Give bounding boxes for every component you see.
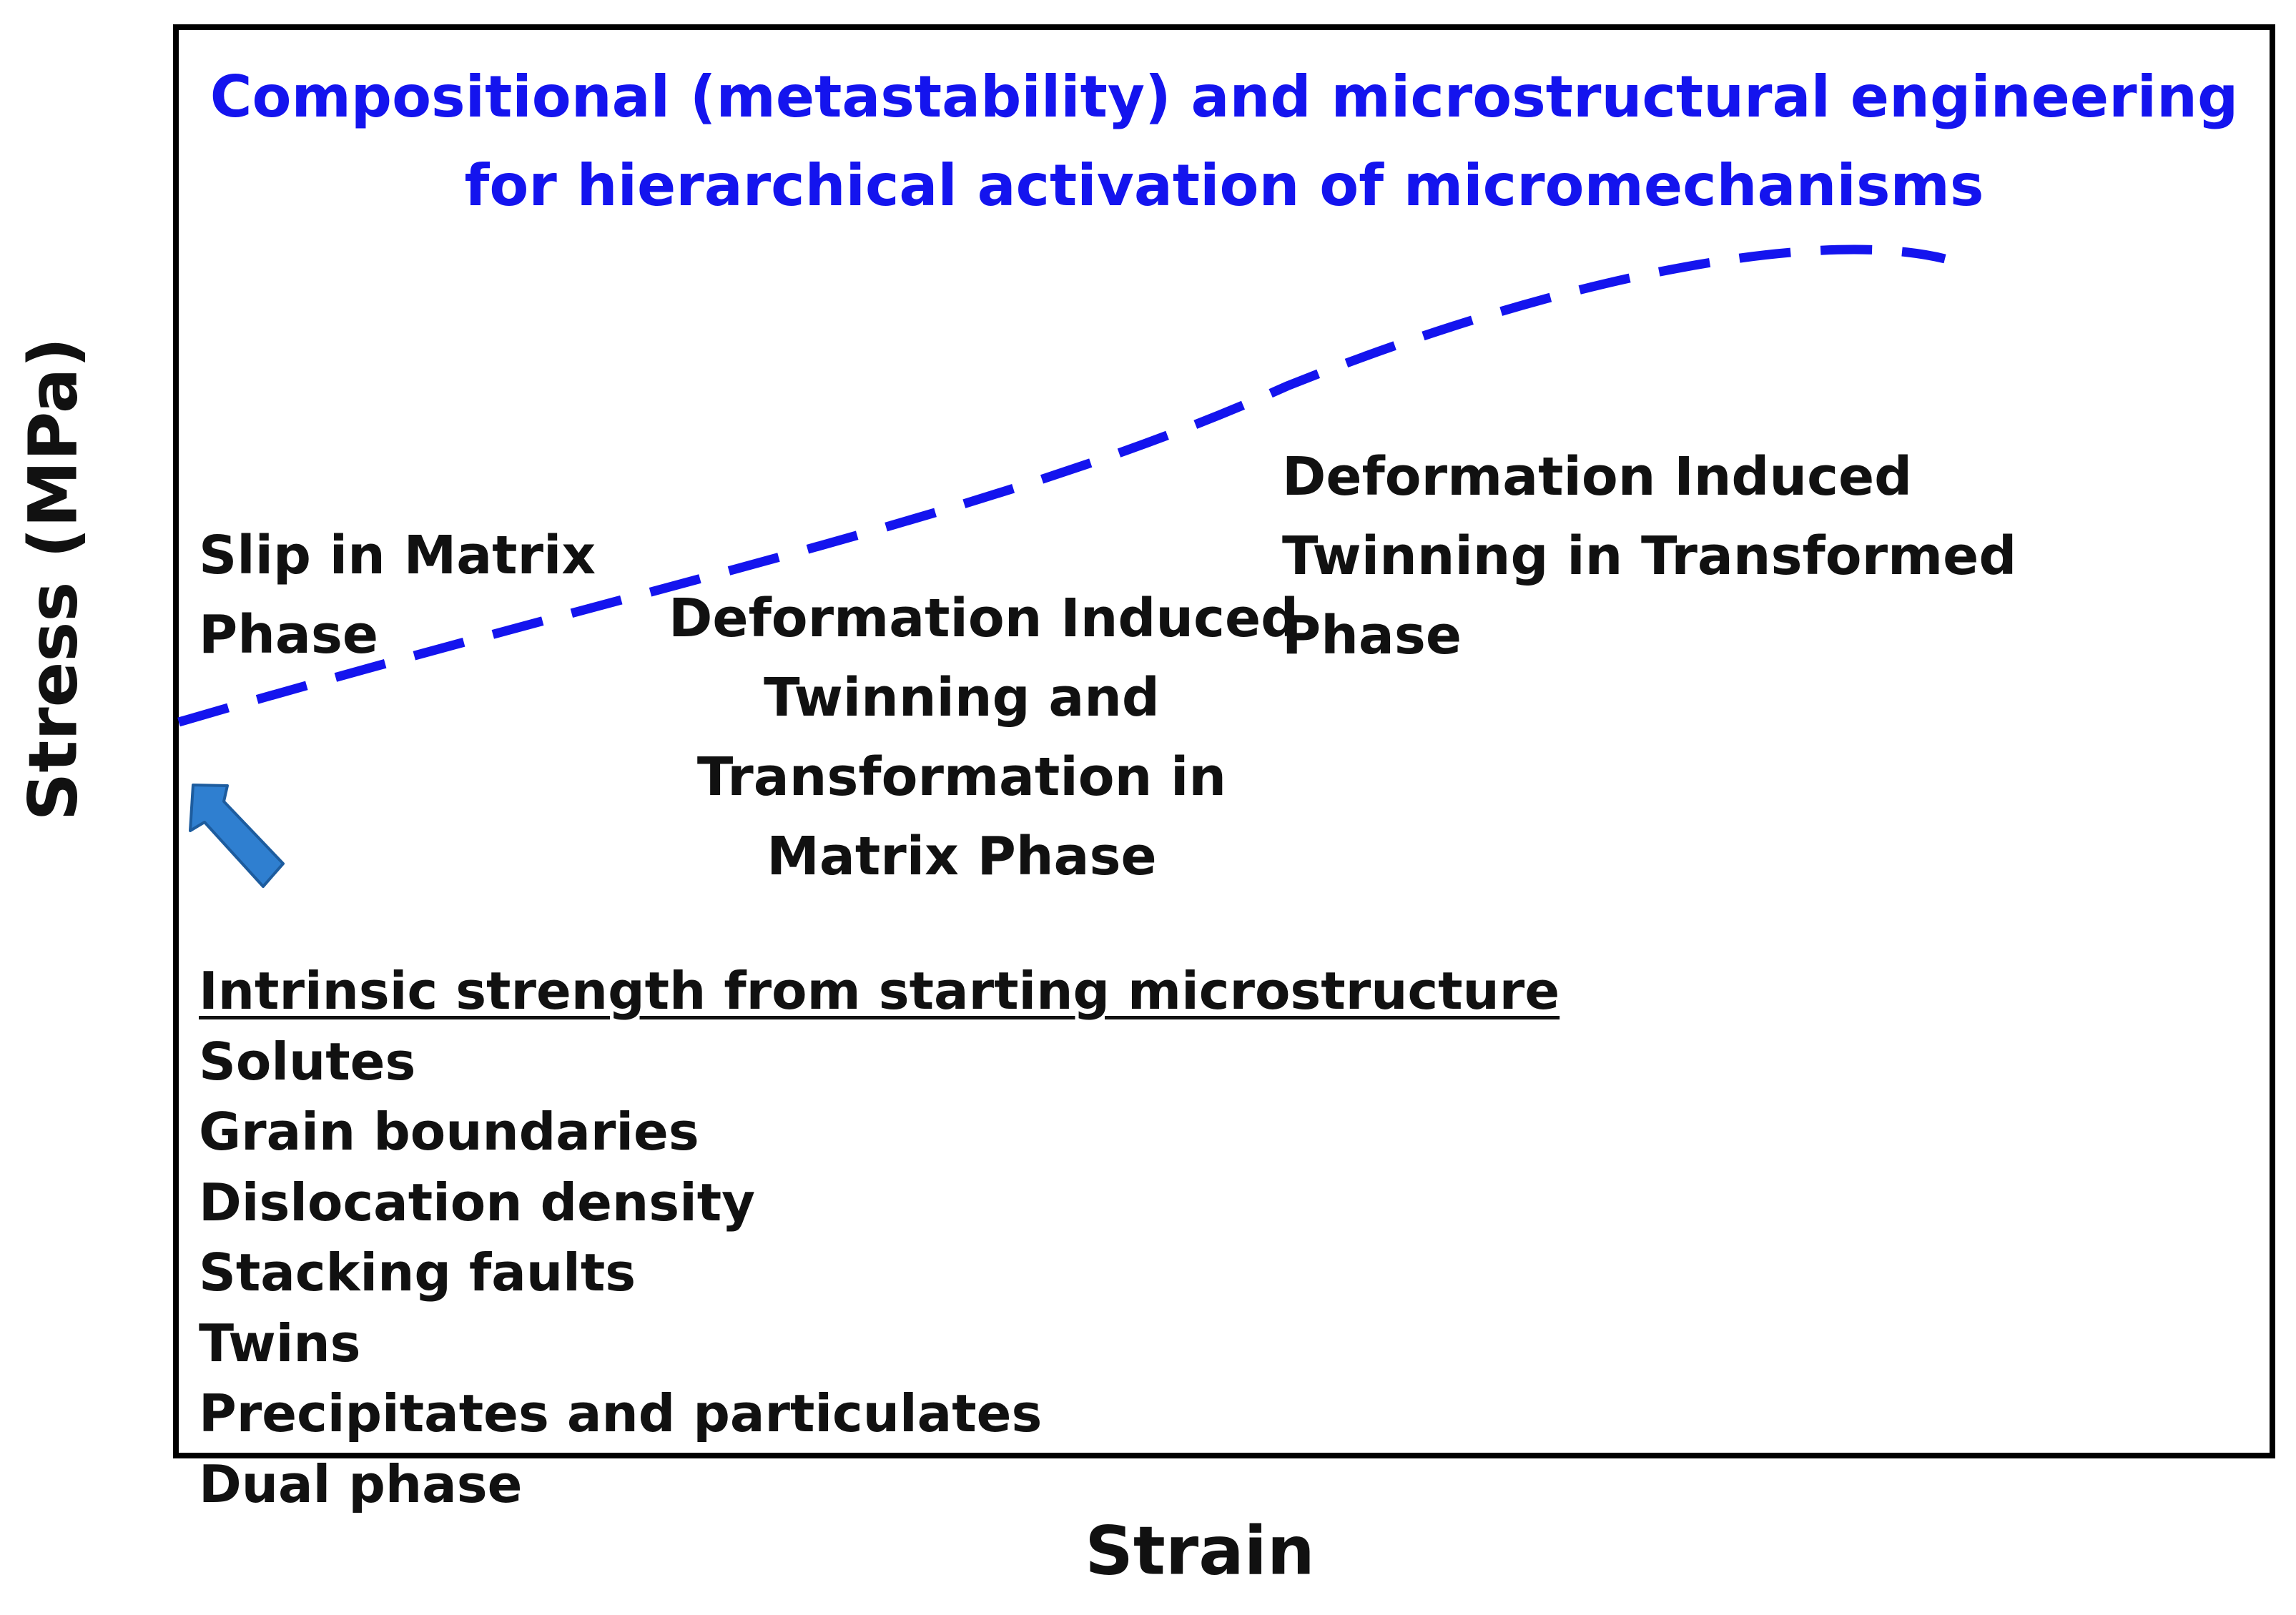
label-transformed-phase-twinning: Deformation Induced Twinning in Transfor… bbox=[1282, 446, 2017, 666]
list-item: Solutes bbox=[199, 1031, 416, 1092]
list-item: Dislocation density bbox=[199, 1172, 756, 1233]
intrinsic-strength-heading: Intrinsic strength from starting microst… bbox=[199, 961, 1560, 1021]
diagram-title: Compositional (metastability) and micros… bbox=[173, 53, 2275, 230]
diagram-frame bbox=[173, 24, 2275, 1458]
label-slip-matrix-phase: Slip in Matrix Phase bbox=[199, 525, 596, 666]
title-line-1: Compositional (metastability) and micros… bbox=[210, 64, 2239, 130]
arrow-up-left-icon bbox=[189, 784, 285, 888]
title-line-2: for hierarchical activation of micromech… bbox=[464, 152, 1984, 219]
stress-strain-curve bbox=[177, 245, 1946, 727]
list-item: Grain boundaries bbox=[199, 1102, 699, 1162]
list-item: Twins bbox=[199, 1313, 361, 1373]
x-axis-label: Strain bbox=[1085, 1512, 1315, 1591]
list-item: Stacking faults bbox=[199, 1243, 636, 1303]
y-axis-label: Stress (MPa) bbox=[14, 337, 93, 821]
label-matrix-twinning-transformation: Deformation Induced Twinning and Transfo… bbox=[669, 588, 1299, 887]
intrinsic-strength-list: Intrinsic strength from starting microst… bbox=[199, 956, 1560, 1519]
list-item: Precipitates and particulates bbox=[199, 1383, 1043, 1443]
list-item: Dual phase bbox=[199, 1453, 523, 1514]
